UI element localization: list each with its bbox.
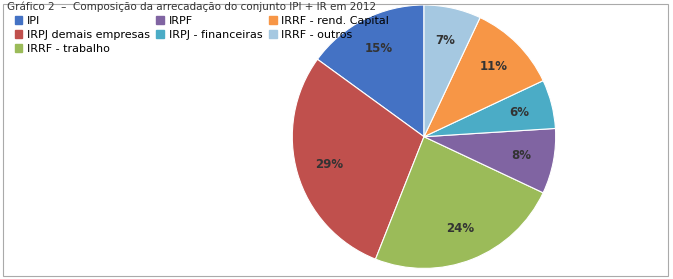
Wedge shape <box>292 59 424 259</box>
Text: 11%: 11% <box>480 60 508 73</box>
Legend: IPI, IRPJ demais empresas, IRRF - trabalho, IRPF, IRPJ - financeiras, IRRF - ren: IPI, IRPJ demais empresas, IRRF - trabal… <box>12 14 391 56</box>
Wedge shape <box>424 128 556 193</box>
Wedge shape <box>318 5 424 137</box>
Text: Gráfico 2  –  Composição da arrecadação do conjunto IPI + IR em 2012: Gráfico 2 – Composição da arrecadação do… <box>7 1 376 12</box>
Wedge shape <box>424 18 543 137</box>
Wedge shape <box>424 81 555 137</box>
Wedge shape <box>424 5 480 137</box>
Text: 7%: 7% <box>435 34 456 47</box>
Text: 8%: 8% <box>511 149 531 162</box>
Text: 6%: 6% <box>509 106 530 119</box>
Text: 24%: 24% <box>446 222 474 235</box>
Text: 15%: 15% <box>365 42 393 55</box>
Text: 29%: 29% <box>315 158 343 171</box>
Wedge shape <box>376 137 543 268</box>
